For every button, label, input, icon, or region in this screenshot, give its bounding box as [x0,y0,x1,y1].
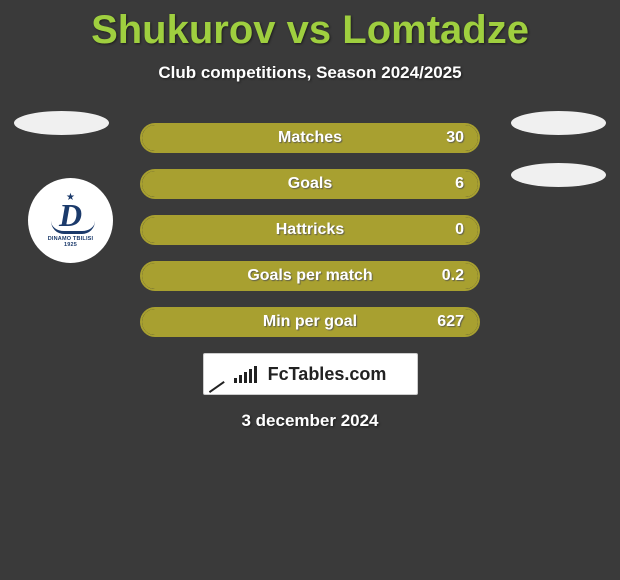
club-year: 1925 [48,242,94,248]
page-title: Shukurov vs Lomtadze [0,0,620,53]
stat-label: Matches [142,125,478,151]
stat-value: 627 [437,309,464,335]
comparison-panel: ★ D DINAMO TBILISI 1925 Matches 30 Goals… [0,123,620,431]
club-badge-letter: D [59,201,82,230]
date-text: 3 december 2024 [0,411,620,431]
stat-label: Goals [142,171,478,197]
player-right-placeholder-2 [511,163,606,187]
page-subtitle: Club competitions, Season 2024/2025 [0,63,620,83]
stat-rows: Matches 30 Goals 6 Hattricks 0 Goals per… [140,123,480,337]
club-badge-text: DINAMO TBILISI 1925 [48,236,94,248]
stat-row-min-per-goal: Min per goal 627 [140,307,480,337]
stat-row-hattricks: Hattricks 0 [140,215,480,245]
branding-text: FcTables.com [268,364,387,385]
stat-label: Goals per match [142,263,478,289]
player-right-placeholder-1 [511,111,606,135]
player-left-placeholder [14,111,109,135]
stat-value: 0.2 [442,263,464,289]
stat-row-goals: Goals 6 [140,169,480,199]
branding-box[interactable]: FcTables.com [203,353,418,395]
stat-row-goals-per-match: Goals per match 0.2 [140,261,480,291]
club-name: DINAMO TBILISI [48,236,94,242]
chart-icon [234,365,258,383]
club-badge-dinamo: ★ D DINAMO TBILISI 1925 [28,178,113,263]
stat-row-matches: Matches 30 [140,123,480,153]
stat-value: 6 [455,171,464,197]
stat-label: Min per goal [142,309,478,335]
stat-value: 30 [446,125,464,151]
stat-value: 0 [455,217,464,243]
arrow-icon [210,379,230,393]
stat-label: Hattricks [142,217,478,243]
